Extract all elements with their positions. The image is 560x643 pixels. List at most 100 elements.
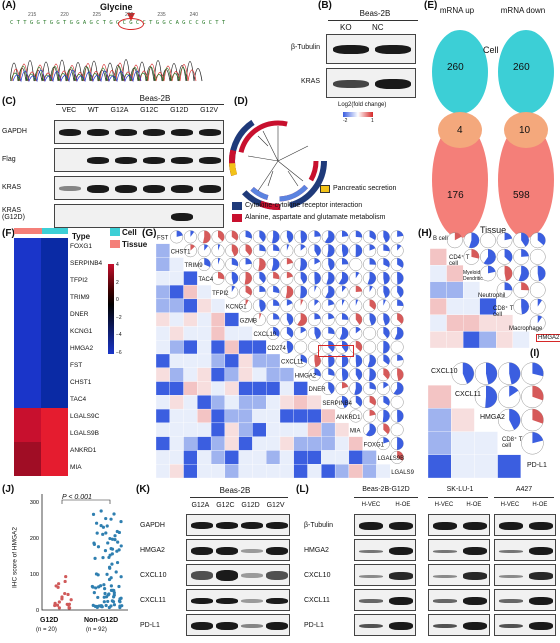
corr-pie-slice [355,368,363,381]
corr-pie-slice [355,313,363,325]
corr-pie-slice [355,340,363,352]
corr-pie-slice [328,354,335,368]
corr-pie-slice [509,385,519,397]
corr-pie-slice [286,340,294,354]
corr-square [197,312,212,327]
j-point-nong12d [107,555,111,560]
corr-square [197,340,212,355]
blot-kras-g12d [54,204,224,228]
corr-pie-slice [258,258,266,271]
corr-pie-slice [367,354,376,368]
corr-square [156,436,170,451]
corr-square [428,408,452,432]
j-point-nong12d [91,512,96,516]
corr-square [334,436,350,451]
corr-pie-slice [383,423,390,435]
j-point-g12d [63,591,67,596]
corr-square [183,284,198,300]
codon-highlight [118,18,144,30]
corr-pie-slice [537,265,546,281]
j-point-nong12d [112,591,116,595]
header-rule [190,497,288,498]
corr-square [376,464,391,478]
corr-square [266,367,281,382]
corr-pie-slice [383,368,390,380]
row-label: GAPDH [140,522,165,529]
j-point-nong12d [96,545,101,549]
corr-square [307,464,322,478]
row-label: PD-L1 [140,622,160,629]
j-point-g12d [66,592,70,597]
panel-label-h: (H) [418,228,432,239]
corr-square [224,312,239,327]
blot-band [359,522,383,530]
heatmap-cell [41,374,68,391]
corr-square [156,340,170,355]
corr-square [307,436,322,451]
corr-square [321,422,336,437]
corr-pie-slice [397,244,402,251]
corr-square [451,454,475,478]
blot-band [389,522,413,530]
corr-square [156,408,170,424]
j-point-nong12d [92,542,97,546]
blot-band [433,549,457,553]
corr-pie-slice [369,382,376,390]
corr-square [156,298,170,313]
corr-square [210,326,226,341]
corr-square [183,271,198,286]
cell-line-label: A427 [515,486,533,493]
j-point-nong12d [99,523,103,528]
corr-diagonal-label: FST [157,236,169,242]
legend-cell: Cell [122,228,137,237]
j-point-nong12d [117,548,121,552]
j-point-nong12d [103,587,107,591]
corr-diagonal-label: MIA [350,429,361,435]
corr-square [169,381,184,396]
corr-pie-slice [341,354,349,368]
row-label: GAPDH [2,128,27,135]
legend-cytokine: Cytokine-cytokine receptor interaction [245,202,363,209]
correlogram-h [430,232,546,348]
j-point-nong12d [92,591,96,595]
corr-square [266,464,281,478]
corr-pie-slice [397,299,404,307]
corr-pie-slice [369,395,376,406]
corr-pie-slice [521,249,529,257]
fold-change-title: Log2(fold change) [338,102,387,108]
j-point-nong12d [99,604,104,609]
corr-pie-slice [369,368,376,381]
corr-square [252,367,267,382]
corr-pie-slice [314,327,321,340]
blot-k-pdl1 [186,614,290,636]
corr-square [474,454,498,478]
corr-pie-slice [202,230,211,244]
corr-pie-slice [231,285,236,292]
corr-square [224,422,239,437]
panel-label-i: (I) [530,348,540,359]
corr-square [156,271,170,286]
corr-pie-slice [397,313,404,324]
corr-pie [363,340,377,354]
corr-square [293,408,308,424]
heatmap-cell [14,357,41,374]
corr-pie-slice [397,285,404,298]
up-overlap-count: 4 [457,125,463,136]
corr-pie-slice [314,313,321,320]
corr-pie [363,326,377,340]
j-point-nong12d [119,575,123,579]
heatmap-cell [14,306,41,323]
dna-sequence: C T T G G T G G T G G A G C T G G C G C … [10,20,226,26]
corr-pie-slice [393,382,404,395]
corr-square [293,464,308,478]
corr-square [197,464,212,478]
j-point-g12d [57,600,61,604]
h-label: CD8⁺ T cell [493,306,514,318]
corr-square [446,314,464,332]
corr-pie-slice [218,244,221,251]
heatmap-cell [41,357,68,374]
j-ylabel: IHC score of HMGA2 [11,526,19,589]
corr-square [169,450,184,465]
corr-square [266,408,281,424]
j-point-nong12d [115,560,120,565]
